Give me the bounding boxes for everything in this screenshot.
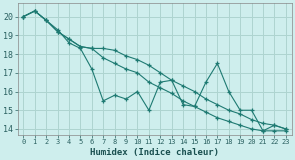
X-axis label: Humidex (Indice chaleur): Humidex (Indice chaleur): [90, 148, 219, 156]
